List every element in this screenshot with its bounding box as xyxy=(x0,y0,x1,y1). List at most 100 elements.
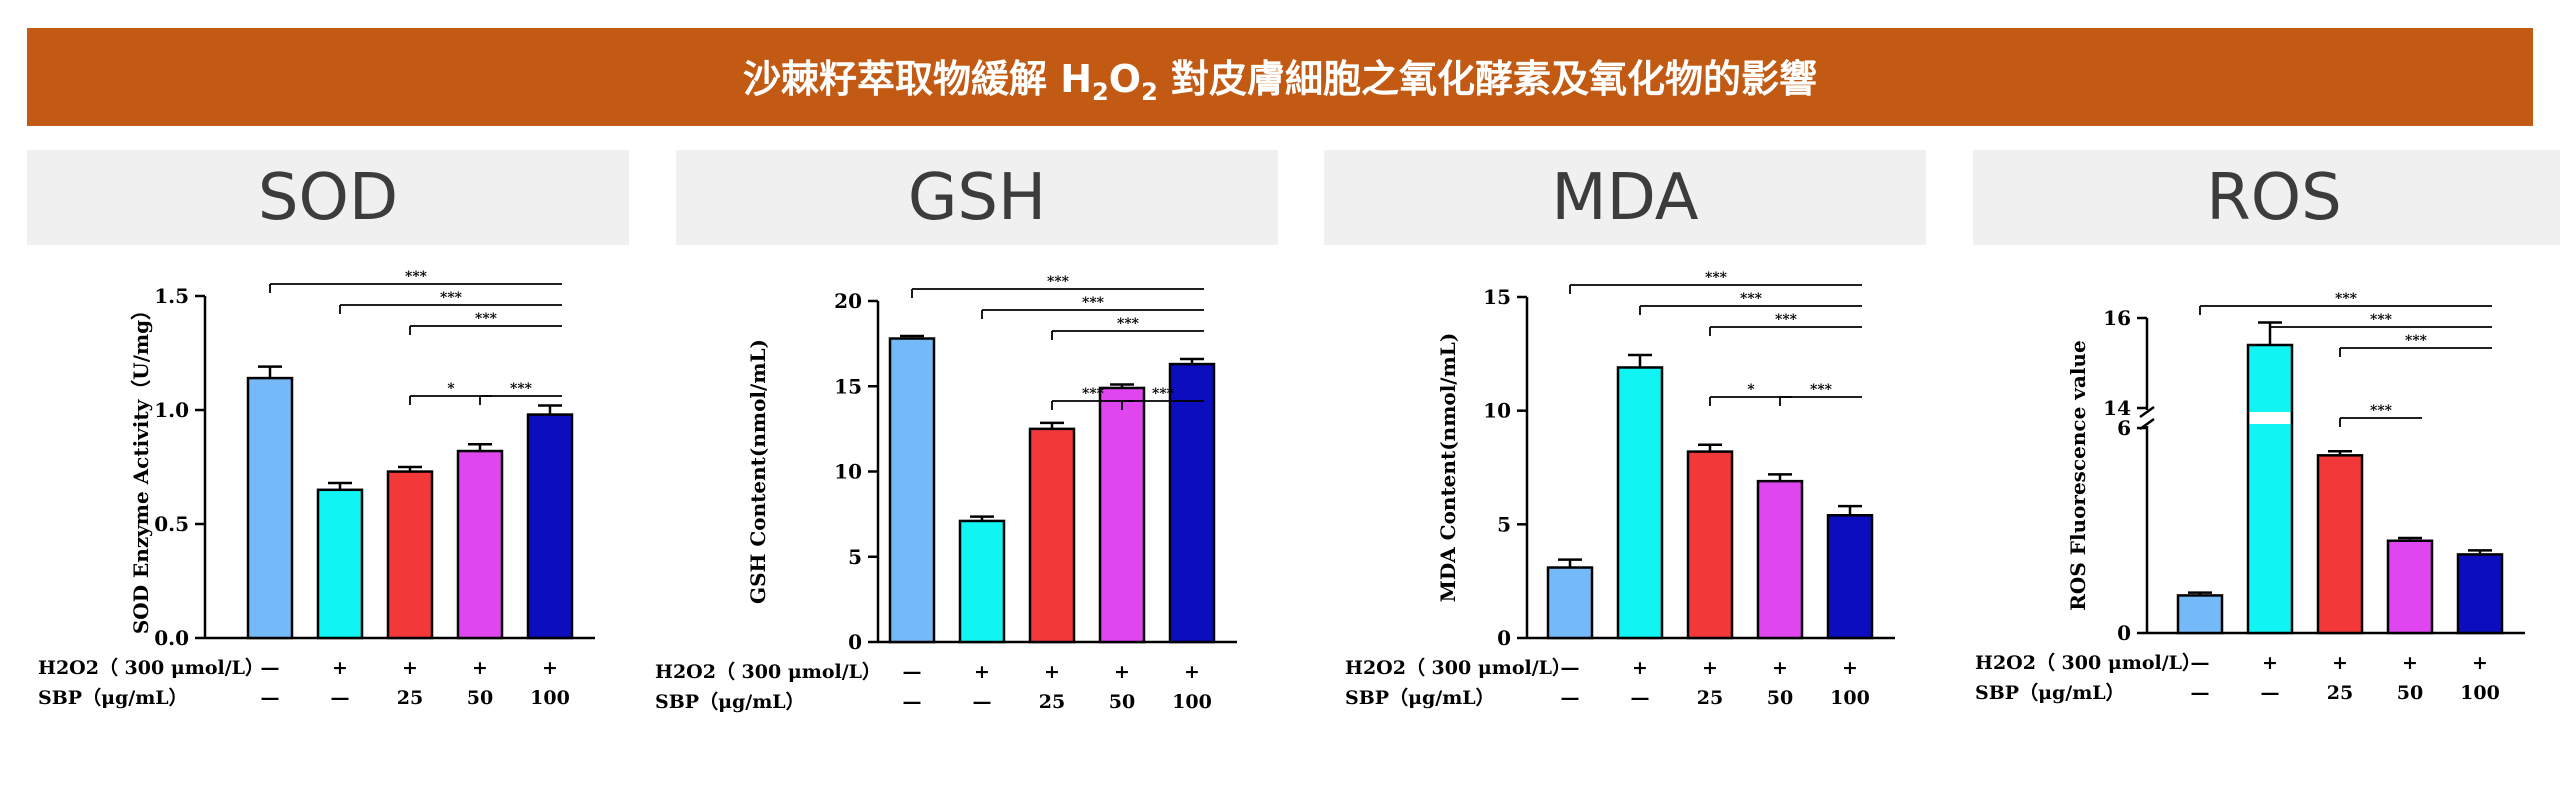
condition-h2o2-value: + xyxy=(1632,657,1648,679)
bar xyxy=(888,337,936,644)
bar xyxy=(2316,454,2364,635)
condition-sbp-value: — xyxy=(2261,682,2280,704)
banner-title: 沙棘籽萃取物緩解 H2O2 對皮膚細胞之氧化酵素及氧化物的影響 xyxy=(743,57,1817,106)
condition-h2o2-value: + xyxy=(2332,652,2348,674)
y-tick-label: 0.0 xyxy=(154,626,189,650)
significance-label: *** xyxy=(405,269,428,285)
bar xyxy=(1546,566,1594,640)
y-tick-label: 16 xyxy=(2103,306,2131,330)
significance-label: * xyxy=(447,381,455,397)
panel-header-gsh: GSH xyxy=(676,150,1278,245)
condition-h2o2-value: + xyxy=(2402,652,2418,674)
y-axis-label: MDA Content(nmol/mL) xyxy=(1436,333,1460,603)
condition-sbp-value: 50 xyxy=(467,687,493,709)
condition-h2o2-value: + xyxy=(332,657,348,679)
y-tick-label: 10 xyxy=(834,460,862,484)
panel-title-ros: ROS xyxy=(2206,160,2342,235)
y-tick-label: 1.5 xyxy=(154,284,189,308)
y-tick-label: 5 xyxy=(1497,512,1511,536)
condition-h2o2-value: + xyxy=(2472,652,2488,674)
condition-sbp-value: 50 xyxy=(1109,691,1135,713)
condition-h2o2-value: + xyxy=(1772,657,1788,679)
condition-sbp-value: 100 xyxy=(2460,682,2500,704)
condition-sbp-value: 50 xyxy=(2397,682,2423,704)
significance-label: *** xyxy=(1740,291,1763,307)
significance-label: *** xyxy=(1082,386,1105,402)
condition-h2o2-value: + xyxy=(472,657,488,679)
bar xyxy=(1686,450,1734,640)
panel-header-ros: ROS xyxy=(1973,150,2560,245)
y-tick-label: 15 xyxy=(834,374,862,398)
condition-sbp-value: 25 xyxy=(1039,691,1065,713)
condition-h2o2-value: — xyxy=(261,657,280,679)
condition-sbp-value: — xyxy=(331,687,350,709)
condition-h2o2-value: + xyxy=(542,657,558,679)
condition-h2o2-value: — xyxy=(903,661,922,683)
panel-header-sod: SOD xyxy=(27,150,629,245)
condition-sbp-value: — xyxy=(2191,682,2210,704)
y-tick-label: 20 xyxy=(834,289,862,313)
condition-h2o2-value: + xyxy=(2262,652,2278,674)
bar xyxy=(2386,539,2434,635)
y-tick-label: 6 xyxy=(2117,416,2131,440)
bar xyxy=(1098,386,1146,644)
condition-h2o2-value: + xyxy=(1184,661,1200,683)
bar xyxy=(1826,513,1874,640)
condition-h2o2-value: + xyxy=(1114,661,1130,683)
significance-label: *** xyxy=(510,381,533,397)
y-axis-label: ROS Fluorescence value xyxy=(2066,340,2090,610)
condition-h2o2-value: — xyxy=(1561,657,1580,679)
condition-sbp-label: SBP（μg/mL） xyxy=(1345,686,1495,709)
significance-label: *** xyxy=(1810,382,1833,398)
significance-label: *** xyxy=(2405,333,2428,349)
significance-label: *** xyxy=(475,311,498,327)
significance-label: *** xyxy=(2335,291,2358,307)
chart-panel-1: 0 5 10 15 20 GSH Content(nmol/mL) *** *** *** ***… xyxy=(655,274,1237,713)
y-tick-label: 1.0 xyxy=(154,398,189,422)
y-tick-label: 0 xyxy=(2117,621,2131,645)
condition-sbp-value: 50 xyxy=(1767,687,1793,709)
condition-h2o2-value: — xyxy=(2191,652,2210,674)
title-banner: 沙棘籽萃取物緩解 H2O2 對皮膚細胞之氧化酵素及氧化物的影響 xyxy=(27,28,2533,126)
condition-h2o2-value: + xyxy=(1842,657,1858,679)
y-tick-label: 10 xyxy=(1483,399,1511,423)
axis-break-mark xyxy=(2139,405,2155,419)
bar xyxy=(2176,594,2224,635)
significance-label: *** xyxy=(440,290,463,306)
condition-h2o2-label: H2O2（ 300 μmol/L） xyxy=(1345,656,1571,679)
significance-label: *** xyxy=(1152,386,1175,402)
significance-label: *** xyxy=(2370,403,2393,419)
y-tick-label: 14 xyxy=(2103,396,2131,420)
y-tick-label: 0 xyxy=(1497,626,1511,650)
condition-sbp-value: — xyxy=(261,687,280,709)
y-axis-label: SOD Enzyme Activity（U/mg） xyxy=(129,300,153,634)
condition-h2o2-value: + xyxy=(402,657,418,679)
condition-sbp-value: — xyxy=(1631,687,1650,709)
significance-label: *** xyxy=(1082,295,1105,311)
condition-sbp-value: 25 xyxy=(2327,682,2353,704)
bar xyxy=(2456,553,2504,635)
condition-sbp-value: — xyxy=(903,691,922,713)
bar xyxy=(2246,343,2294,635)
significance-label: *** xyxy=(1117,316,1140,332)
significance-label: *** xyxy=(2370,312,2393,328)
condition-h2o2-label: H2O2（ 300 μmol/L） xyxy=(655,660,881,683)
panel-title-mda: MDA xyxy=(1551,160,1699,235)
y-tick-label: 15 xyxy=(1483,285,1511,309)
y-tick-label: 5 xyxy=(848,545,862,569)
condition-sbp-value: 25 xyxy=(397,687,423,709)
significance-label: *** xyxy=(1775,312,1798,328)
panel-header-mda: MDA xyxy=(1324,150,1926,245)
condition-sbp-value: — xyxy=(973,691,992,713)
bar xyxy=(246,376,294,640)
bar xyxy=(456,449,504,640)
condition-h2o2-label: H2O2（ 300 μmol/L） xyxy=(1975,651,2201,674)
condition-sbp-label: SBP（μg/mL） xyxy=(38,686,188,709)
bar xyxy=(386,470,434,640)
y-tick-label: 0 xyxy=(848,630,862,654)
condition-sbp-label: SBP（μg/mL） xyxy=(1975,681,2125,704)
bar xyxy=(1756,479,1804,640)
